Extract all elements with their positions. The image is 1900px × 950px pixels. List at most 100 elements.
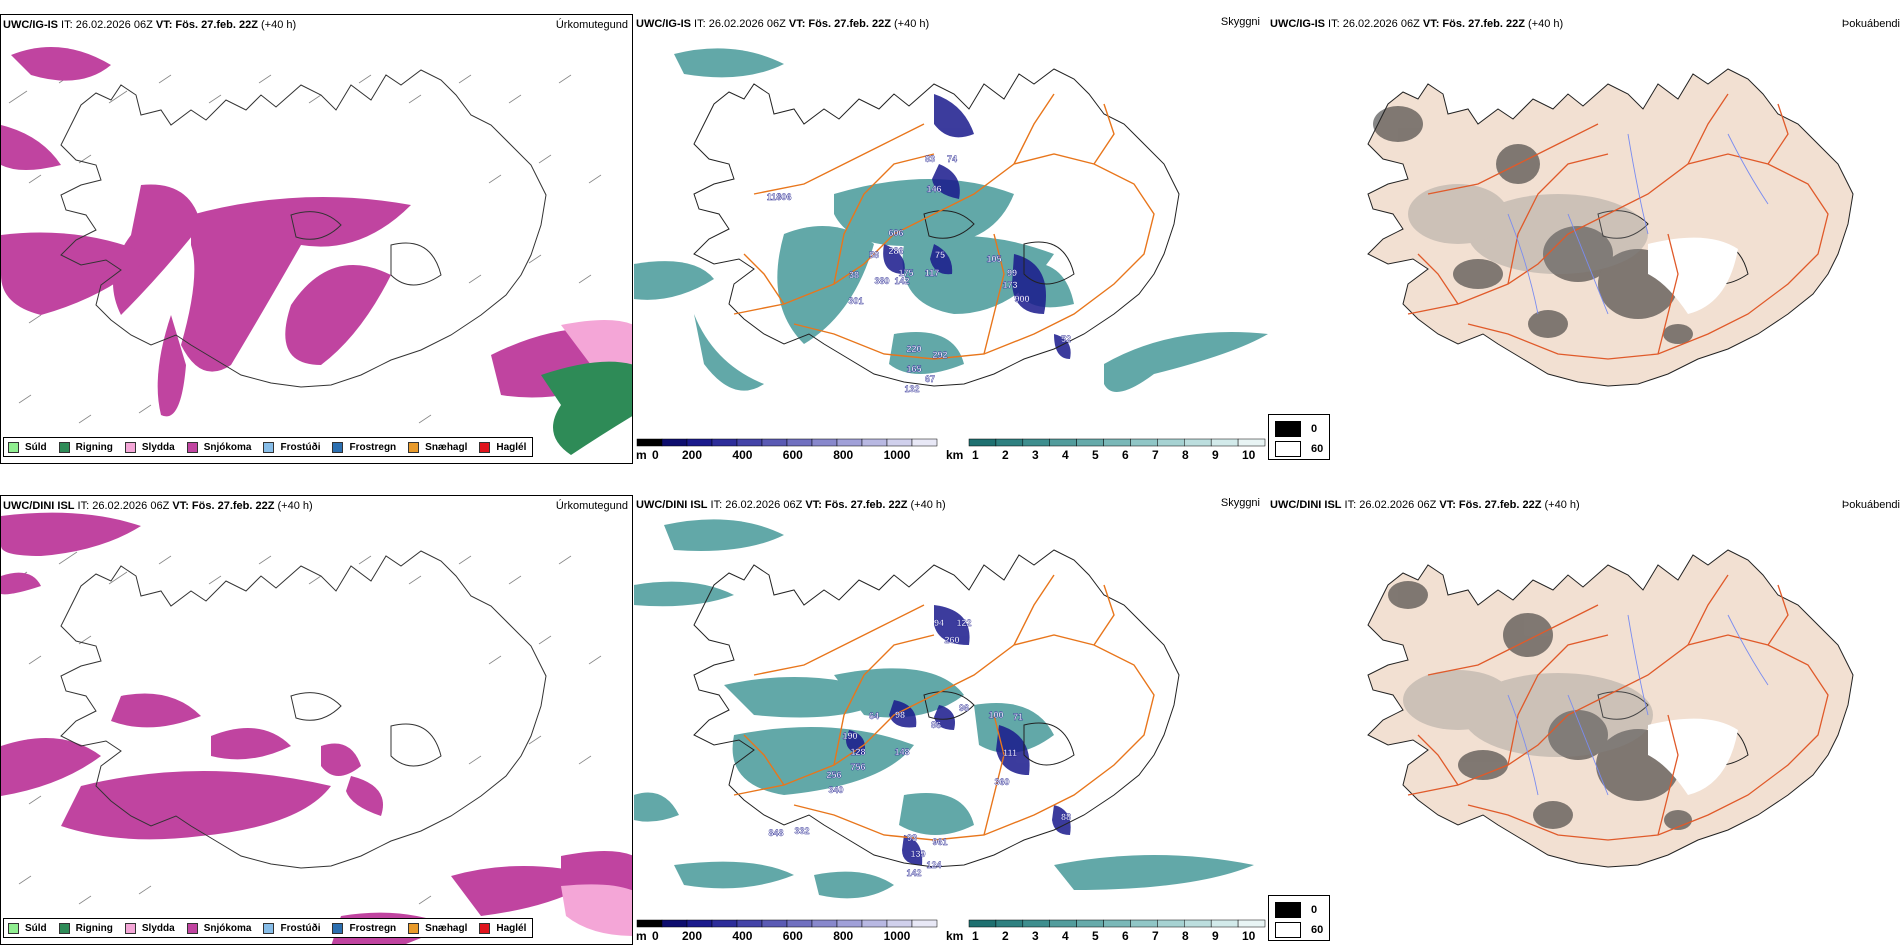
visibility-tick-label: 7: [1152, 448, 1159, 462]
ceiling-label: 105: [986, 254, 1001, 264]
fog-indicator-panel-row2: UWC/DINI ISL IT: 26.02.2026 06Z VT: Fös.…: [1268, 495, 1900, 945]
ceiling-label: 71: [1013, 712, 1023, 722]
ceiling-label: 117: [925, 268, 940, 278]
legend-item: Haglél: [479, 922, 526, 934]
visibility-colorbar-segment: [1022, 438, 1050, 447]
ceiling-tick-label: 800: [833, 929, 854, 943]
ceiling-colorbar-segment: [786, 919, 813, 928]
legend-swatch: [124, 441, 136, 453]
legend-item: Snæhagl: [408, 922, 467, 934]
ceiling-colorbar-segment: [711, 919, 738, 928]
ceiling-colorbar-segment: [711, 438, 738, 447]
fog-swatch-black: [1275, 902, 1301, 918]
fog-map: [1367, 68, 1854, 387]
ceiling-label: 52: [1061, 334, 1071, 344]
legend-item: Súld: [8, 922, 47, 934]
visibility-colorbar-segment: [1076, 438, 1104, 447]
legend-swatch: [124, 922, 136, 934]
ceiling-unit: m: [636, 929, 647, 943]
ceiling-label: 306: [776, 192, 791, 202]
panel-title: UWC/DINI ISL IT: 26.02.2026 06Z VT: Fös.…: [636, 499, 946, 511]
visibility-tick-label: 9: [1212, 929, 1219, 943]
ceiling-label: 93: [907, 833, 917, 843]
panel-title: UWC/IG-IS IT: 26.02.2026 06Z VT: Fös. 27…: [1270, 18, 1564, 30]
visibility-tick-label: 6: [1122, 929, 1129, 943]
ceiling-label: 165: [906, 364, 921, 374]
sleet-areas: [561, 884, 632, 936]
visibility-colorbar-segment: [1157, 919, 1185, 928]
rain-areas: [541, 361, 632, 455]
snow-areas: [1, 47, 632, 417]
fog-legend-item: 60: [1275, 441, 1323, 457]
panel-product-label: Þokuábendi: [1841, 499, 1900, 511]
visibility-colorbar-segment: [995, 438, 1024, 447]
wind-barbs: [8, 551, 602, 905]
ceiling-label: 118: [767, 192, 782, 202]
ceiling-label: 146: [926, 184, 941, 194]
visibility-colorbar-segment: [968, 919, 997, 928]
visibility-tick-label: 3: [1032, 448, 1039, 462]
legend-item: Frostúði: [263, 922, 320, 934]
ceiling-tick-label: 0: [652, 929, 659, 943]
visibility-tick-label: 5: [1092, 929, 1099, 943]
ceiling-colorbar: [636, 919, 938, 928]
ceiling-colorbar-segment: [786, 438, 813, 447]
visibility-colorbar-segment: [1157, 438, 1185, 447]
visibility-tick-label: 2: [1002, 929, 1009, 943]
visibility-colorbar-segment: [995, 919, 1024, 928]
visibility-tick-label: 8: [1182, 448, 1189, 462]
ceiling-label: 142: [906, 868, 921, 878]
precip-type-panel-row1: UWC/IG-IS IT: 26.02.2026 06Z VT: Fös. 27…: [0, 14, 633, 464]
panel-title: UWC/IG-IS IT: 26.02.2026 06Z VT: Fös. 27…: [636, 18, 930, 30]
ceiling-label: 88: [1061, 812, 1071, 822]
ceiling-label: 190: [842, 731, 857, 741]
visibility-colorbar-segment: [1076, 919, 1104, 928]
ceiling-label: 360: [994, 777, 1009, 787]
ceiling-label: 67: [925, 374, 935, 384]
fog-map: [1367, 549, 1854, 868]
ceiling-label: 848: [768, 828, 783, 838]
visibility-tick-label: 4: [1062, 929, 1069, 943]
colorbars: [636, 438, 1266, 447]
fog-shading: [1373, 106, 1693, 344]
ceiling-label: 86: [931, 720, 941, 730]
ceiling-label: 111: [1003, 748, 1017, 758]
fog-swatch-white: [1275, 441, 1301, 457]
legend-item: Slydda: [124, 441, 175, 453]
ceiling-label: 260: [944, 635, 959, 645]
visibility-colorbar-segment: [1130, 919, 1158, 928]
fog-legend-row2: 0 60: [1268, 895, 1330, 941]
panel-product-label: Skyggni: [1220, 497, 1260, 509]
low-visibility-areas: [634, 48, 1268, 392]
ceiling-label: 286: [888, 246, 903, 256]
snow-areas: [1, 512, 632, 944]
ceiling-label: 961: [932, 837, 947, 847]
ceiling-label: 756: [850, 762, 865, 772]
visibility-colorbar: [968, 919, 1266, 928]
visibility-tick-label: 3: [1032, 929, 1039, 943]
ceiling-label: 256: [826, 770, 841, 780]
visibility-ceiling-panel-row1: UWC/IG-IS IT: 26.02.2026 06Z VT: Fös. 27…: [634, 14, 1268, 464]
ceiling-label: 64: [869, 711, 879, 721]
ceiling-colorbar-segment: [911, 919, 938, 928]
glacier-no-fog: [1648, 237, 1738, 314]
ceiling-label: 340: [828, 785, 843, 795]
panel-product-label: Úrkomutegund: [555, 19, 628, 31]
visibility-colorbar-segment: [1210, 438, 1239, 447]
legend-item: Haglél: [479, 441, 526, 453]
ceiling-colorbar: [636, 438, 938, 447]
visibility-unit: km: [946, 929, 964, 943]
panel-title: UWC/DINI ISL IT: 26.02.2026 06Z VT: Fös.…: [1270, 499, 1580, 511]
ceiling-label: 128: [850, 747, 865, 757]
ceiling-colorbar-segment: [861, 438, 888, 447]
ceiling-tick-label: 200: [682, 929, 703, 943]
ceiling-label: 606: [888, 228, 903, 238]
fog-legend-item: 60: [1275, 922, 1323, 938]
ceiling-label: 139: [910, 849, 925, 859]
visibility-colorbar-segment: [1049, 919, 1077, 928]
legend-item: Snæhagl: [408, 441, 467, 453]
legend-swatch: [263, 441, 275, 453]
ceiling-label: 220: [906, 344, 921, 354]
visibility-tick-label: 4: [1062, 448, 1069, 462]
